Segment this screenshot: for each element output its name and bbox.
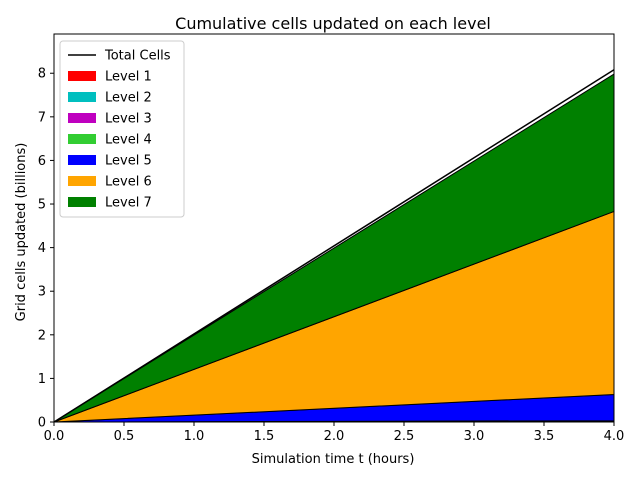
legend-item-level-5: Level 5	[68, 154, 152, 169]
legend-color-swatch	[68, 197, 96, 207]
y-axis-ticks: 0 1 2 3 4 5 6 7 8	[38, 67, 54, 431]
x-tick-label: 4.0	[604, 429, 625, 444]
x-axis-title: Simulation time t (hours)	[252, 452, 415, 467]
legend-label: Level 5	[105, 154, 152, 169]
y-tick-label: 4	[38, 241, 46, 256]
legend-color-swatch	[68, 155, 96, 165]
y-axis-title: Grid cells updated (billions)	[14, 143, 29, 322]
legend-item-level-2: Level 2	[68, 91, 152, 106]
x-axis-ticks: 0.0 0.5 1.0 1.5 2.0 2.5 3.0 3.5 4.0	[44, 422, 625, 444]
legend-label: Level 1	[105, 70, 152, 85]
legend-label: Level 6	[105, 175, 152, 190]
legend-item-level-7: Level 7	[68, 196, 152, 211]
legend-color-swatch	[68, 176, 96, 186]
x-tick-label: 3.5	[534, 429, 555, 444]
x-tick-label: 1.5	[254, 429, 275, 444]
x-tick-label: 2.5	[394, 429, 415, 444]
x-tick-label: 1.0	[184, 429, 205, 444]
y-tick-label: 1	[38, 372, 46, 387]
legend-color-swatch	[68, 92, 96, 102]
legend-color-swatch	[68, 113, 96, 123]
stacked-areas	[53, 73, 615, 423]
y-tick-label: 7	[38, 110, 46, 125]
legend-item-level-4: Level 4	[68, 133, 152, 148]
x-tick-label: 2.0	[324, 429, 345, 444]
y-tick-label: 6	[38, 154, 46, 169]
x-tick-label: 0.5	[114, 429, 135, 444]
chart-title: Cumulative cells updated on each level	[175, 14, 491, 33]
y-tick-label: 5	[38, 198, 46, 213]
legend-box	[59, 40, 185, 218]
legend-item-total-cells: Total Cells	[68, 49, 171, 64]
legend-item-level-6: Level 6	[68, 175, 152, 190]
legend-color-swatch	[68, 134, 96, 144]
legend-item-level-3: Level 3	[68, 112, 152, 127]
legend: Total Cells Level 1 Level 2 Level 3 Level 4 L…	[59, 40, 185, 218]
y-tick-label: 3	[38, 285, 46, 300]
total-cells-line-group	[53, 69, 615, 423]
legend-label: Level 4	[105, 133, 152, 148]
legend-label: Total Cells	[104, 49, 171, 64]
x-tick-label: 0.0	[44, 429, 65, 444]
x-tick-label: 3.0	[464, 429, 485, 444]
legend-item-level-1: Level 1	[68, 70, 152, 85]
legend-label: Level 7	[105, 196, 152, 211]
y-tick-label: 8	[38, 67, 46, 82]
legend-label: Level 3	[105, 112, 152, 127]
legend-label: Level 2	[105, 91, 152, 106]
total-cells-line	[53, 69, 615, 423]
legend-color-swatch	[68, 71, 96, 81]
y-tick-label: 0	[38, 416, 46, 431]
y-tick-label: 2	[38, 328, 46, 343]
